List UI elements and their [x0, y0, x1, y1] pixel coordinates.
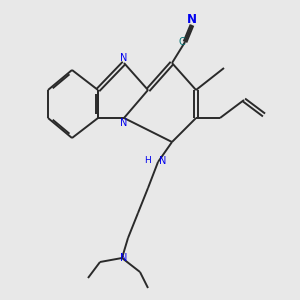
Text: H: H — [144, 156, 151, 165]
Text: N: N — [120, 253, 127, 263]
Text: N: N — [160, 155, 167, 166]
Text: N: N — [120, 52, 128, 63]
Text: C: C — [178, 37, 185, 47]
Text: N: N — [120, 118, 128, 128]
Text: N: N — [187, 13, 197, 26]
